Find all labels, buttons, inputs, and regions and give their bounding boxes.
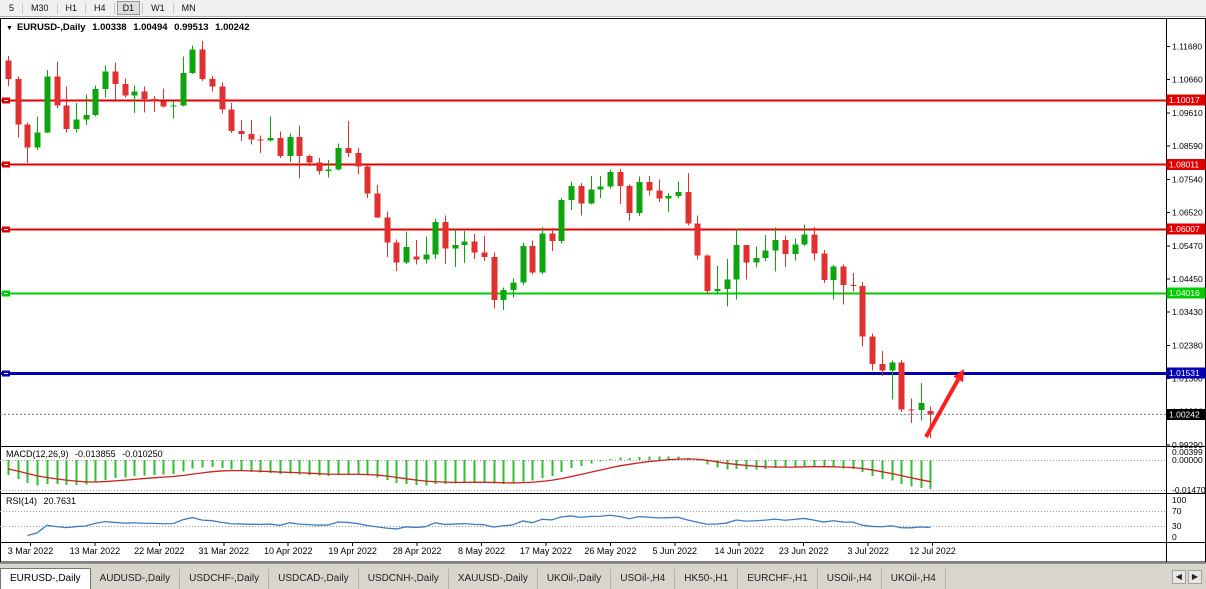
timeframe-button-h1[interactable]: H1 [65,3,78,13]
rsi-indicator-label: RSI(14) 20.7631 [6,496,80,506]
tab-usdchf-daily-2[interactable]: USDCHF-,Daily [180,569,270,589]
tab-eurusd-daily-0[interactable]: EURUSD-,Daily [0,568,91,589]
svg-text:1.04016: 1.04016 [1169,288,1200,298]
svg-text:22 Mar 2022: 22 Mar 2022 [134,546,185,556]
timeframe-button-h4[interactable]: H4 [94,3,106,13]
chart-collapse-icon[interactable]: ▼ [6,25,13,32]
macd-value-main: -0.013855 [75,449,116,459]
trend-arrow[interactable] [924,369,964,438]
svg-text:14 Jun 2022: 14 Jun 2022 [714,546,764,556]
timeframe-button-m30[interactable]: M30 [31,3,49,13]
svg-text:1.08011: 1.08011 [1169,160,1199,170]
price-tag [1166,94,1206,106]
price-chart-canvas[interactable]: 1.11680 1.10660 1.09610 1.08590 1.07540 1.065… [0,17,1206,563]
ohlc-close: 1.00242 [215,22,250,33]
svg-text:1.10017: 1.10017 [1169,95,1200,105]
svg-text:28 Apr 2022: 28 Apr 2022 [393,546,442,556]
svg-text:70: 70 [1172,506,1182,516]
tab-usdcnh-daily-4[interactable]: USDCNH-,Daily [359,569,449,589]
price-tags: 1.10017 1.08011 1.06007 1.04016 1.01531 1.002… [1166,94,1206,420]
svg-text:13 Mar 2022: 13 Mar 2022 [70,546,121,556]
timeframe-button-d1[interactable]: D1 [116,1,141,15]
chart-title: ▼ EURUSD-,Daily 1.00338 1.00494 0.99513 1… [6,22,254,33]
price-tag [1166,223,1206,235]
svg-text:23 Jun 2022: 23 Jun 2022 [779,546,829,556]
macd-indicator-label: MACD(12,26,9) -0.013855 -0.010250 [6,449,167,459]
svg-text:1.05470: 1.05470 [1172,241,1203,251]
tab-ukoil-h4-11[interactable]: UKOil-,H4 [882,569,946,589]
svg-text:1.03430: 1.03430 [1172,307,1203,317]
svg-text:10 Apr 2022: 10 Apr 2022 [264,546,313,556]
svg-text:0.00399: 0.00399 [1172,447,1203,457]
svg-text:-0.01470: -0.01470 [1172,485,1206,495]
tab-scroll-right-icon[interactable]: ▶ [1187,570,1202,584]
toolbar-separator [56,2,58,14]
svg-text:1.07540: 1.07540 [1172,175,1203,185]
tab-scroll-arrows: ◀ ▶ [1168,570,1206,589]
toolbar-separator [22,2,24,14]
svg-text:26 May 2022: 26 May 2022 [584,546,636,556]
ohlc-high: 1.00494 [133,22,168,33]
candles [5,41,934,438]
macd-name: MACD(12,26,9) [6,449,69,459]
timeframe-button-mn[interactable]: MN [181,3,196,13]
svg-text:5 Jun 2022: 5 Jun 2022 [653,546,698,556]
tab-usdcad-daily-3[interactable]: USDCAD-,Daily [269,569,359,589]
svg-text:1.04450: 1.04450 [1172,274,1203,284]
tab-hk50-h1-8[interactable]: HK50-,H1 [675,569,739,589]
svg-text:0.99290: 0.99290 [1172,440,1203,450]
svg-text:19 Apr 2022: 19 Apr 2022 [328,546,377,556]
svg-text:100: 100 [1172,495,1186,505]
svg-text:0: 0 [1172,532,1177,542]
price-tag [1166,367,1206,379]
rsi-value: 20.7631 [43,496,77,506]
toolbar-separator [172,2,174,14]
timeframe-button-5[interactable]: 5 [9,3,15,13]
chart-tab-bar: EURUSD-,Daily AUDUSD-,Daily USDCHF-,Daily U… [0,563,1206,589]
svg-text:31 Mar 2022: 31 Mar 2022 [199,546,250,556]
svg-text:1.01531: 1.01531 [1169,368,1200,378]
tab-eurchf-h1-9[interactable]: EURCHF-,H1 [738,569,818,589]
tab-audusd-daily-1[interactable]: AUDUSD-,Daily [91,569,181,589]
svg-text:3 Mar 2022: 3 Mar 2022 [8,546,54,556]
panel-borders [0,18,1206,563]
price-tag [1166,408,1206,420]
toolbar-separator [85,2,87,14]
svg-text:1.00242: 1.00242 [1169,410,1200,420]
svg-text:17 May 2022: 17 May 2022 [520,546,572,556]
toolbar-separator [142,2,144,14]
svg-text:12 Jul 2022: 12 Jul 2022 [909,546,956,556]
timeframe-toolbar: 5 M30 H1 H4 D1 W1 MN [0,0,1206,17]
tab-xauusd-daily-5[interactable]: XAUUSD-,Daily [449,569,538,589]
horizontal-lines[interactable] [1,97,1166,377]
svg-text:3 Jul 2022: 3 Jul 2022 [847,546,889,556]
svg-text:1.09610: 1.09610 [1172,108,1203,118]
tab-ukoil-daily-6[interactable]: UKOil-,Daily [538,569,612,589]
toolbar-separator [113,2,115,14]
svg-text:1.10660: 1.10660 [1172,74,1203,84]
ohlc-open: 1.00338 [92,22,127,33]
svg-text:1.02380: 1.02380 [1172,341,1203,351]
svg-text:1.06007: 1.06007 [1169,224,1200,234]
svg-text:0.00000: 0.00000 [1172,455,1203,465]
price-tag [1166,287,1206,299]
svg-text:1.06520: 1.06520 [1172,207,1203,217]
rsi-name: RSI(14) [6,496,38,506]
svg-text:1.08590: 1.08590 [1172,141,1203,151]
ohlc-low: 0.99513 [174,22,209,33]
chart-title-symbol: EURUSD-,Daily [16,22,86,33]
svg-text:1.11680: 1.11680 [1172,42,1202,52]
tab-usoil-h4-10[interactable]: USOil-,H4 [818,569,882,589]
tab-usoil-h4-7[interactable]: USOil-,H4 [611,569,676,589]
timeframe-button-w1[interactable]: W1 [151,3,165,13]
macd-value-signal: -0.010250 [122,449,163,459]
price-tag [1166,158,1206,170]
svg-text:30: 30 [1172,521,1182,531]
tab-scroll-left-icon[interactable]: ◀ [1171,570,1186,584]
date-axis-labels: 3 Mar 2022 13 Mar 2022 22 Mar 2022 31 Mar 2… [8,542,956,556]
svg-text:8 May 2022: 8 May 2022 [458,546,505,556]
